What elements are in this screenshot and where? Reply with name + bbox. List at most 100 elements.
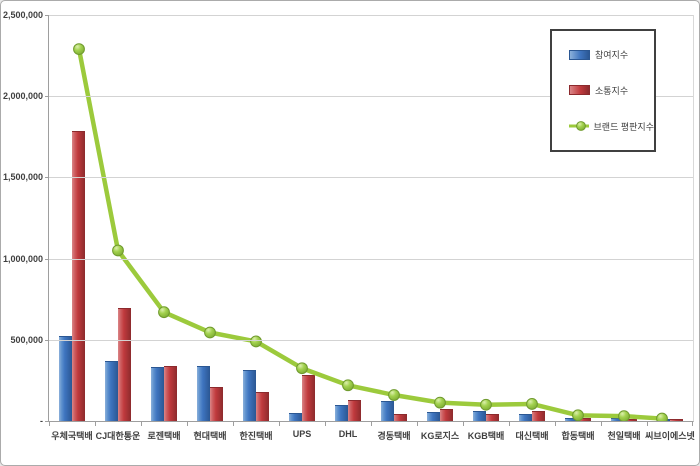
bar-communication bbox=[394, 413, 407, 421]
bar-participation bbox=[243, 369, 256, 421]
bar-pair bbox=[243, 15, 269, 421]
y-axis-label: 500,000 bbox=[10, 334, 43, 345]
bar-communication bbox=[440, 408, 453, 421]
bar-participation bbox=[335, 404, 348, 421]
y-axis-label: 2,000,000 bbox=[2, 91, 43, 102]
bar-pair bbox=[105, 15, 131, 421]
x-axis-label: KG로지스 bbox=[420, 431, 460, 441]
bar-communication bbox=[256, 391, 269, 421]
gridline bbox=[49, 96, 693, 98]
x-axis-label: 한진택배 bbox=[239, 431, 273, 441]
x-axis-tick bbox=[233, 422, 234, 426]
x-axis-tick bbox=[49, 422, 50, 426]
category-cell: 한진택배 bbox=[233, 15, 279, 441]
x-axis-tick bbox=[279, 422, 280, 426]
bar-communication bbox=[302, 374, 315, 421]
x-axis-label: 합동택배 bbox=[561, 431, 595, 441]
x-axis-label: 로젠택배 bbox=[147, 431, 181, 441]
y-axis-tick bbox=[45, 258, 49, 260]
y-axis-tick bbox=[45, 96, 49, 98]
x-axis-tick bbox=[463, 422, 464, 426]
bar-pair bbox=[519, 15, 545, 421]
bar-participation bbox=[289, 412, 302, 421]
x-axis-label: KGB택배 bbox=[467, 431, 505, 441]
category-cell: 대신택배 bbox=[509, 15, 555, 441]
bar-participation bbox=[151, 367, 164, 421]
bar-participation bbox=[565, 417, 578, 421]
bar-participation bbox=[59, 335, 72, 421]
bar-participation bbox=[105, 360, 118, 421]
x-axis-tick bbox=[325, 422, 326, 426]
bar-communication bbox=[578, 418, 591, 421]
bar-communication bbox=[72, 130, 85, 421]
x-axis-tick bbox=[647, 422, 648, 426]
bar-pair bbox=[381, 15, 407, 421]
bar-participation bbox=[381, 400, 394, 421]
category-cell: 현대택배 bbox=[187, 15, 233, 441]
bar-communication bbox=[210, 386, 223, 421]
bar-participation bbox=[473, 411, 486, 421]
x-axis-label: 씨브이에스넷 bbox=[645, 431, 695, 441]
category-cell: 우체국택배 bbox=[49, 15, 95, 441]
category-cell: DHL bbox=[325, 15, 371, 439]
category-cell: CJ대한통운 bbox=[95, 15, 141, 441]
bar-pair bbox=[151, 15, 177, 421]
bar-participation bbox=[427, 411, 440, 421]
x-axis-label: 현대택배 bbox=[193, 431, 227, 441]
category-cell: KG로지스 bbox=[417, 15, 463, 441]
legend-item: 참여지수 bbox=[569, 48, 654, 61]
y-axis-tick bbox=[45, 339, 49, 341]
legend-swatch-red bbox=[569, 85, 590, 96]
bar-communication bbox=[486, 413, 499, 421]
category-cell: UPS bbox=[279, 15, 325, 439]
gridline bbox=[49, 15, 693, 16]
legend-swatch-blue bbox=[569, 49, 590, 60]
bar-communication bbox=[164, 366, 177, 421]
x-axis-label: 천일택배 bbox=[607, 431, 641, 441]
bar-participation bbox=[611, 418, 624, 421]
category-cell: 로젠택배 bbox=[141, 15, 187, 441]
bar-pair bbox=[657, 15, 683, 421]
bar-communication bbox=[348, 399, 361, 421]
bar-pair bbox=[335, 15, 361, 421]
gridline bbox=[49, 339, 693, 341]
x-axis-tick bbox=[555, 422, 556, 426]
x-axis-label: 우체국택배 bbox=[51, 431, 93, 441]
x-axis-tick bbox=[601, 422, 602, 426]
y-axis-label: 1,000,000 bbox=[2, 253, 43, 264]
x-axis-tick bbox=[187, 422, 188, 426]
y-axis-label: 2,500,000 bbox=[2, 10, 43, 20]
bar-pair bbox=[427, 15, 453, 421]
x-axis-tick bbox=[371, 422, 372, 426]
bar-communication bbox=[624, 418, 637, 421]
bar-communication bbox=[670, 419, 683, 421]
x-axis-tick bbox=[95, 422, 96, 426]
x-axis-tick bbox=[141, 422, 142, 426]
y-axis-tick bbox=[45, 421, 49, 422]
x-axis-label: 대신택배 bbox=[515, 431, 549, 441]
legend-label: 브랜드 평판지수 bbox=[593, 121, 654, 132]
x-axis-label: 경동택배 bbox=[377, 431, 411, 441]
x-axis-tick bbox=[417, 422, 418, 426]
bar-pair bbox=[473, 15, 499, 421]
y-axis-tick bbox=[45, 15, 49, 16]
x-axis-label: UPS bbox=[292, 429, 312, 439]
x-axis-label: DHL bbox=[338, 429, 358, 439]
category-cell: 경동택배 bbox=[371, 15, 417, 441]
x-axis-tick bbox=[509, 422, 510, 426]
category-cell: KGB택배 bbox=[463, 15, 509, 441]
bar-participation bbox=[197, 365, 210, 421]
legend-label: 참여지수 bbox=[595, 50, 629, 61]
bar-communication bbox=[118, 307, 131, 421]
y-axis-label: - bbox=[40, 416, 43, 426]
bar-pair bbox=[59, 15, 85, 421]
x-axis-tick bbox=[692, 422, 693, 426]
x-axis-label: CJ대한통운 bbox=[95, 431, 141, 441]
legend-label: 소통지수 bbox=[595, 85, 629, 96]
bar-participation bbox=[519, 413, 532, 421]
bar-pair bbox=[197, 15, 223, 421]
y-axis-label: 1,500,000 bbox=[2, 172, 43, 183]
bar-pair bbox=[289, 15, 315, 421]
gridline bbox=[49, 177, 693, 179]
